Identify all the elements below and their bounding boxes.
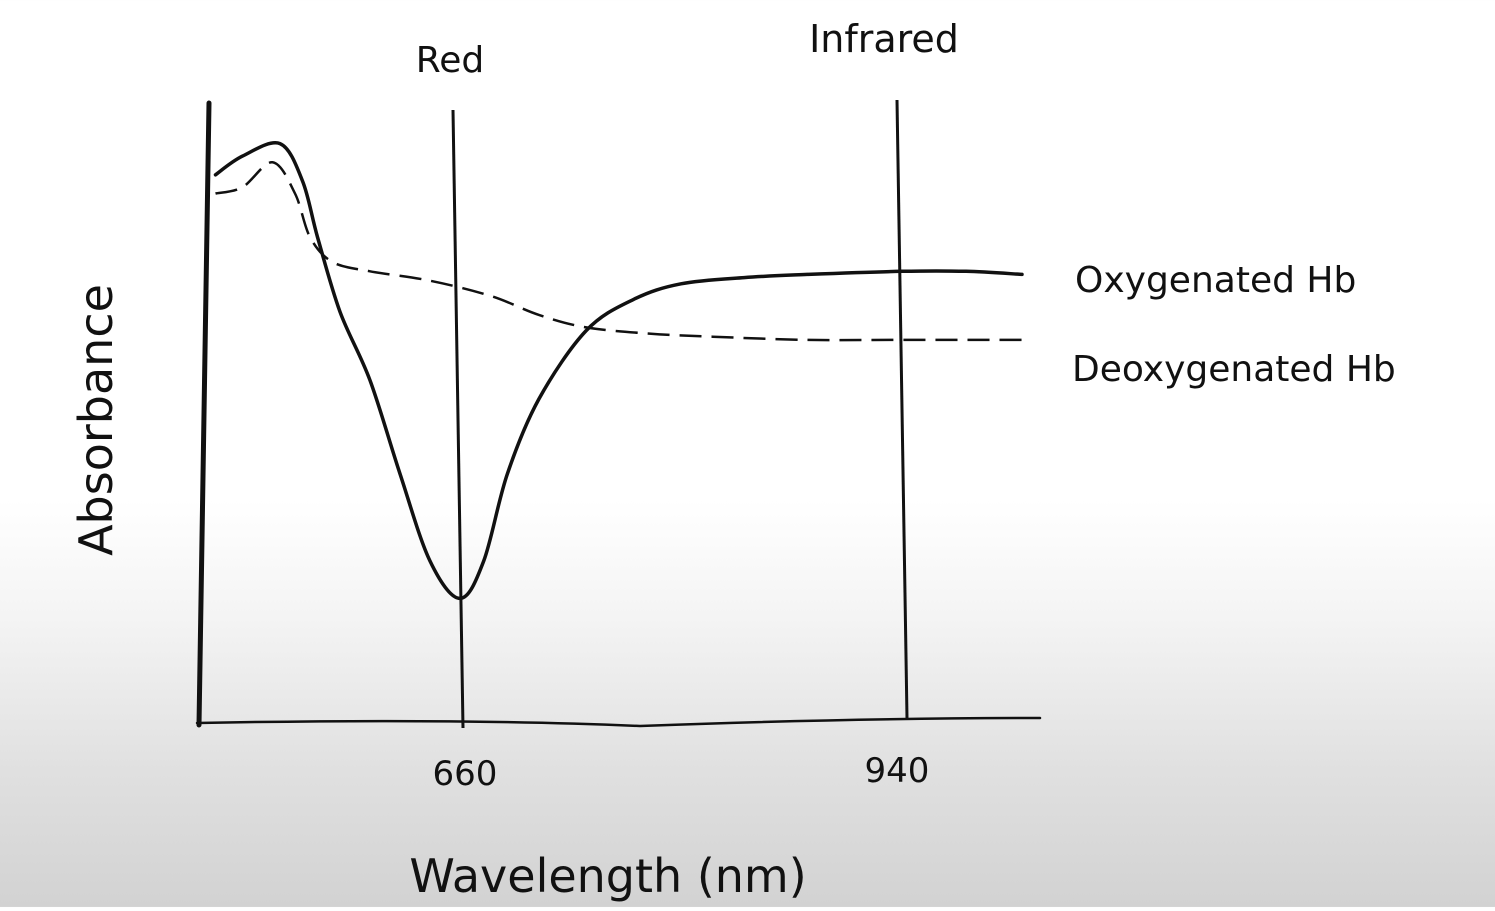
x-tick-label-940: 940 [865,751,930,791]
red-band-label: Red [416,40,484,81]
x-axis [195,716,1042,728]
series-line-oxygenated-hb [213,141,1024,601]
legend-label-oxygenated-hb: Oxygenated Hb [1075,260,1356,301]
infrared-band-label: Infrared [809,17,959,61]
y-axis-title: Absorbance [69,284,123,556]
y-axis [196,100,212,728]
x-tick-label-660: 660 [433,754,498,794]
red-band-line [451,109,465,729]
legend-label-deoxygenated-hb: Deoxygenated Hb [1072,349,1396,390]
infrared-band-line [895,99,909,719]
x-axis-title: Wavelength (nm) [409,849,806,903]
